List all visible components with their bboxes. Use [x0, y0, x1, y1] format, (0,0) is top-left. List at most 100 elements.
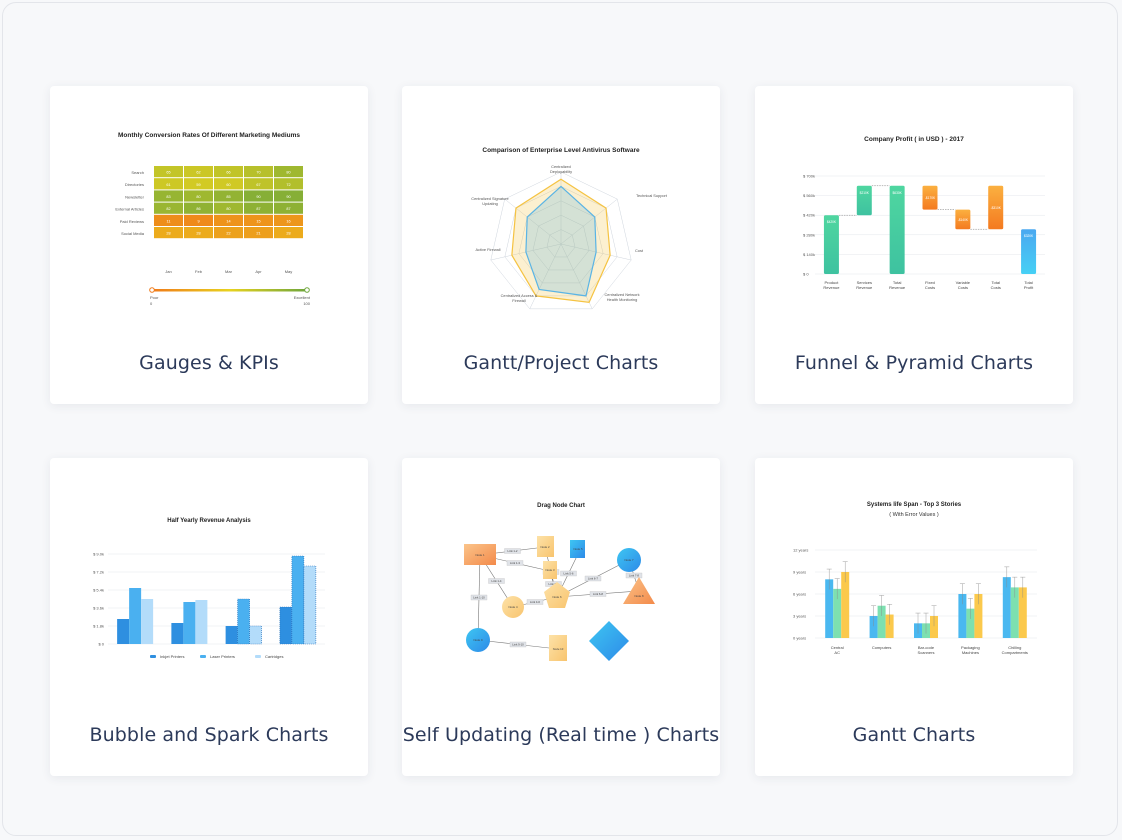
node-shape-4: [502, 596, 524, 618]
heatmap-cell-value: 28: [196, 232, 200, 236]
column-bar: [225, 626, 238, 644]
heatmap-column-label: May: [285, 269, 293, 274]
errorbar-title: Systems life Span - Top 3 Stories: [867, 502, 962, 508]
radar-series-1: [511, 178, 611, 304]
column-plot: $ 9.0k $ 7.2k $ 5.4k $ 3.6k $ 1.8k $ 0 Inkjet …: [93, 552, 325, 659]
node-shape-7: [617, 548, 641, 572]
errorbar-tick-label: 9 years: [793, 570, 806, 575]
waterfall-bar: [922, 185, 938, 210]
waterfall-category-label: Fixed: [925, 280, 935, 285]
gradient-start-marker: [149, 287, 155, 293]
column-title: Half Yearly Revenue Analysis: [167, 518, 251, 524]
node-shape-6: [544, 582, 570, 608]
node-label: Node 7: [624, 558, 633, 562]
waterfall-bar: [1021, 229, 1037, 274]
gradient-end-marker: [304, 287, 310, 293]
heatmap-row-label: Paid Reviews: [120, 219, 144, 224]
errorbar-bar: [885, 614, 894, 638]
waterfall-value-label: $320K: [1024, 234, 1034, 238]
heatmap-cell-value: 67: [256, 183, 260, 187]
column-tick-label: $ 9.0k: [93, 552, 104, 557]
radar-axis-label: Centralized Access & Firewall: [501, 293, 538, 303]
card-bubble-spark-charts[interactable]: Half Yearly Revenue Analysis $ 9.0k $ 7.2…: [50, 458, 368, 776]
column-bar: [117, 619, 130, 644]
link-label-box: [509, 641, 527, 648]
heatmap-cell-value: 28: [286, 232, 290, 236]
column-tick-label: $ 5.4k: [93, 588, 104, 593]
column-bar: [249, 625, 262, 645]
legend-swatch: [200, 655, 206, 658]
link-label-box: [488, 578, 505, 584]
heatmap-cell-value: 66: [226, 171, 230, 175]
column-bar: [171, 623, 184, 644]
errorbar-bar: [966, 608, 975, 638]
link-label: Link 4-6: [530, 600, 540, 604]
waterfall-value-label: -$170K: [925, 196, 936, 200]
link-label-box: [470, 594, 488, 601]
radar-gridline: [504, 186, 618, 297]
heatmap-cell-value: 82: [166, 207, 170, 211]
waterfall-category-label: Product: [825, 280, 840, 285]
waterfall-category-label: Total: [1024, 280, 1033, 285]
errorbar-tick-label: 3 years: [793, 614, 806, 619]
heatmap-cell: [214, 166, 243, 178]
heatmap-cell: [184, 214, 213, 226]
heatmap-cell-value: 85: [226, 195, 230, 199]
heatmap-column-label: Feb: [195, 269, 203, 274]
drag-node-title: Drag Node Chart: [537, 503, 585, 509]
errorbar-bar: [1018, 587, 1027, 638]
card-self-updating-charts[interactable]: Drag Node Chart Link 1-2 Link 1-3 Link 1-4…: [402, 458, 720, 776]
legend-swatch: [150, 655, 156, 658]
heatmap-cell: [274, 227, 303, 239]
errorbar-category-label: Computers: [872, 645, 892, 650]
node-label: Node 2: [540, 545, 549, 549]
card-gauges-kpis[interactable]: Monthly Conversion Rates Of Different Ma…: [50, 86, 368, 404]
waterfall-category-label: Services: [857, 280, 872, 285]
radar-gridline: [490, 171, 632, 310]
errorbar-plot: 12 years 9 years 6 years 3 years 0 years Cent…: [793, 548, 1037, 655]
errorbar-category-label: Scanners: [918, 650, 935, 655]
heatmap-cell: [244, 227, 273, 239]
radar-plot: Centralized Deployability Technical Suppor…: [471, 164, 668, 310]
node-shape-5: [570, 540, 585, 558]
heatmap-cell-value: 80: [286, 171, 290, 175]
waterfall-tick-label: $ 140k: [803, 252, 815, 257]
card-label: Self Updating (Real time ) Charts: [402, 724, 720, 746]
heatmap-cell: [184, 227, 213, 239]
column-tick-label: $ 1.8k: [93, 624, 104, 629]
heatmap-cell-value: 14: [226, 219, 230, 223]
heatmap-cell-value: 90: [286, 195, 290, 199]
heatmap-cell-value: 65: [166, 171, 170, 175]
heatmap-cell: [244, 178, 273, 190]
heatmap-cell-value: 9: [197, 219, 199, 223]
heatmap-cell-value: 61: [166, 183, 170, 187]
errorbar-subtitle: ( With Error Values ): [889, 512, 939, 518]
heatmap-cell: [154, 166, 183, 178]
heatmap-cell: [274, 178, 303, 190]
node-shape-diamond: [589, 621, 629, 661]
errorbar-category-label: Compartments: [1002, 650, 1028, 655]
card-gantt-charts[interactable]: Systems life Span - Top 3 Stories ( With…: [755, 458, 1073, 776]
link-label: Link 5-6: [564, 572, 574, 576]
errorbar-bar: [869, 616, 878, 638]
errorbar-category-label: Bar-code: [918, 645, 935, 650]
node-label: Node 5: [573, 547, 582, 551]
node-label: Node 6: [552, 595, 561, 599]
heatmap-cell: [184, 178, 213, 190]
drag-node-thumbnail: Drag Node Chart Link 1-2 Link 1-3 Link 1-4…: [464, 503, 655, 661]
card-gantt-project-charts[interactable]: Comparison of Enterprise Level Antivirus…: [402, 86, 720, 404]
waterfall-value-label: -$310K: [991, 206, 1002, 210]
heatmap-cell: [184, 190, 213, 202]
card-funnel-pyramid-charts[interactable]: Company Profit ( in USD ) - 2017 $ 700k $…: [755, 86, 1073, 404]
heatmap-grid: 65 62 66 70 80 61 59 60 67 72 83 80 85 90 90 82 86 80 87 87…: [154, 166, 303, 239]
card-label: Gauges & KPIs: [139, 352, 279, 374]
errorbar-tick-label: 6 years: [793, 592, 806, 597]
waterfall-category-label: Variable: [956, 280, 971, 285]
waterfall-category-label: Costs: [991, 285, 1001, 290]
heatmap-cell-value: 87: [286, 207, 290, 211]
errorbar-bar: [1010, 587, 1019, 638]
node-shape-8: [623, 577, 655, 604]
link-label: Link 1-10: [473, 596, 485, 600]
heatmap-cell: [214, 214, 243, 226]
errorbar-bar: [825, 579, 834, 638]
